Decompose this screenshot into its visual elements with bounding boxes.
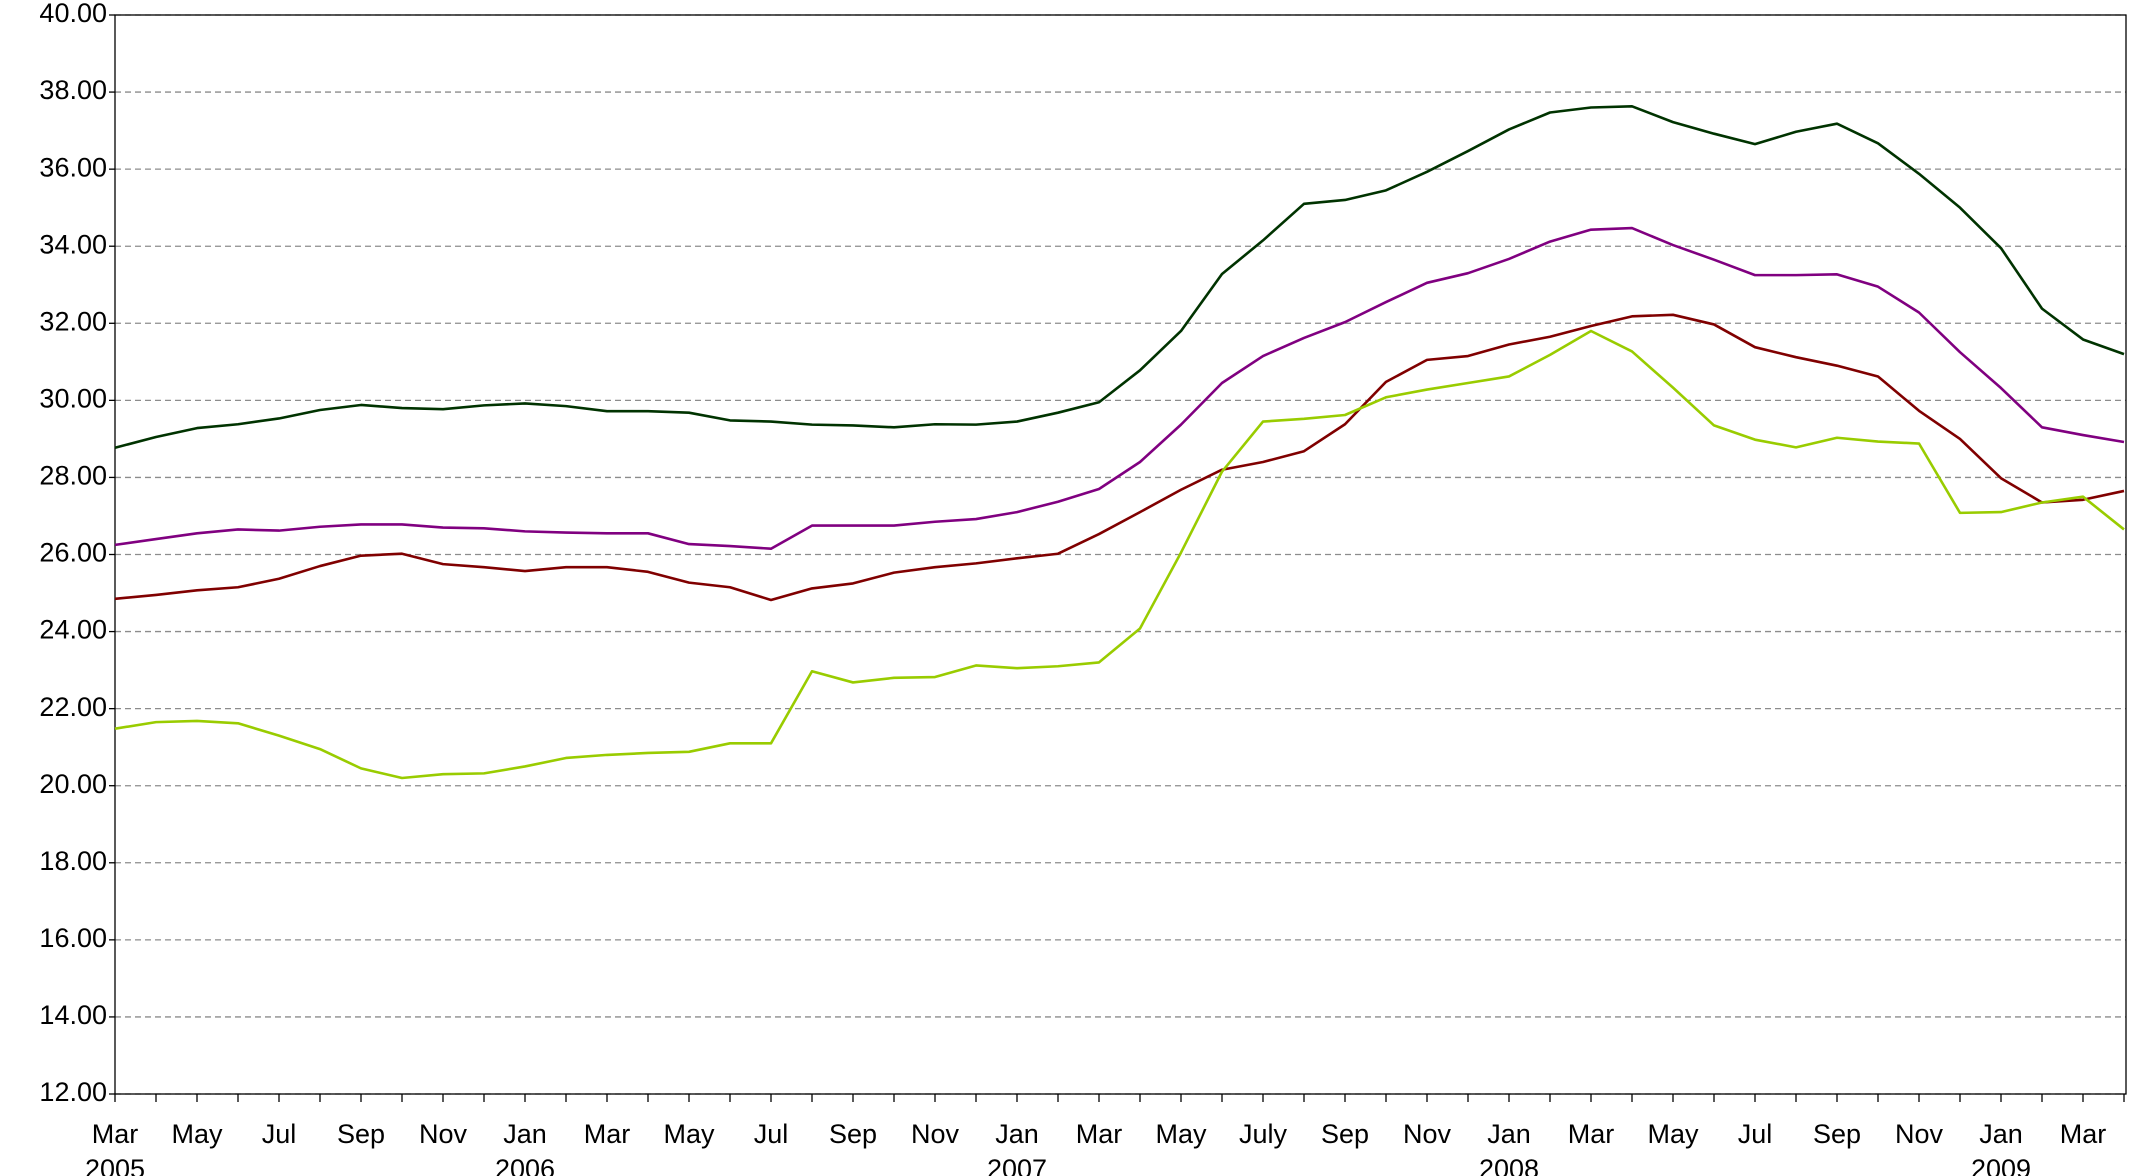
x-year-label: 2007: [987, 1154, 1047, 1176]
x-tick-label: Nov: [911, 1119, 960, 1149]
x-tick-label: Mar: [584, 1119, 631, 1149]
x-tick-label: Jan: [1487, 1119, 1531, 1149]
y-tick-label: 14.00: [39, 1000, 107, 1030]
x-tick-label: Jul: [754, 1119, 789, 1149]
x-tick-label: May: [171, 1119, 223, 1149]
series-line: [114, 329, 2125, 780]
y-tick-label: 26.00: [39, 538, 107, 568]
x-year-label: 2008: [1479, 1154, 1539, 1176]
x-tick-label: Jul: [1738, 1119, 1773, 1149]
y-tick-label: 24.00: [39, 615, 107, 645]
x-tick-label: Jan: [995, 1119, 1039, 1149]
x-tick-label: Nov: [1403, 1119, 1452, 1149]
y-tick-label: 12.00: [39, 1077, 107, 1107]
y-tick-label: 22.00: [39, 692, 107, 722]
x-tick-label: Jan: [503, 1119, 547, 1149]
x-tick-label: July: [1239, 1119, 1288, 1149]
y-tick-label: 16.00: [39, 923, 107, 953]
y-tick-label: 38.00: [39, 75, 107, 105]
x-tick-label: Jan: [1979, 1119, 2023, 1149]
y-tick-label: 28.00: [39, 461, 107, 491]
y-tick-label: 18.00: [39, 846, 107, 876]
plot-frame: [114, 14, 2127, 1095]
y-tick-label: 20.00: [39, 769, 107, 799]
x-tick-label: May: [1155, 1119, 1207, 1149]
x-tick-label: Nov: [1895, 1119, 1944, 1149]
x-year-label: 2006: [495, 1154, 555, 1176]
x-tick-label: Sep: [1813, 1119, 1861, 1149]
x-tick-label: Mar: [1568, 1119, 1615, 1149]
x-tick-label: Sep: [337, 1119, 385, 1149]
series-line: [114, 226, 2125, 551]
x-tick-label: Mar: [1076, 1119, 1123, 1149]
y-tick-label: 30.00: [39, 383, 107, 413]
x-tick-label: May: [663, 1119, 715, 1149]
x-tick-label: May: [1647, 1119, 1699, 1149]
y-tick-label: 34.00: [39, 229, 107, 259]
y-tick-label: 32.00: [39, 306, 107, 336]
x-tick-label: Sep: [829, 1119, 877, 1149]
y-tick-label: 40.00: [39, 0, 107, 28]
x-year-label: 2009: [1971, 1154, 2031, 1176]
x-tick-label: Sep: [1321, 1119, 1369, 1149]
series-line: [114, 105, 2125, 450]
x-year-label: 2005: [85, 1154, 145, 1176]
x-tick-label: Mar: [2060, 1119, 2107, 1149]
x-tick-label: Mar: [92, 1119, 139, 1149]
series-line: [114, 313, 2125, 602]
x-tick-label: Jul: [262, 1119, 297, 1149]
y-tick-label: 36.00: [39, 152, 107, 182]
x-tick-label: Nov: [419, 1119, 468, 1149]
